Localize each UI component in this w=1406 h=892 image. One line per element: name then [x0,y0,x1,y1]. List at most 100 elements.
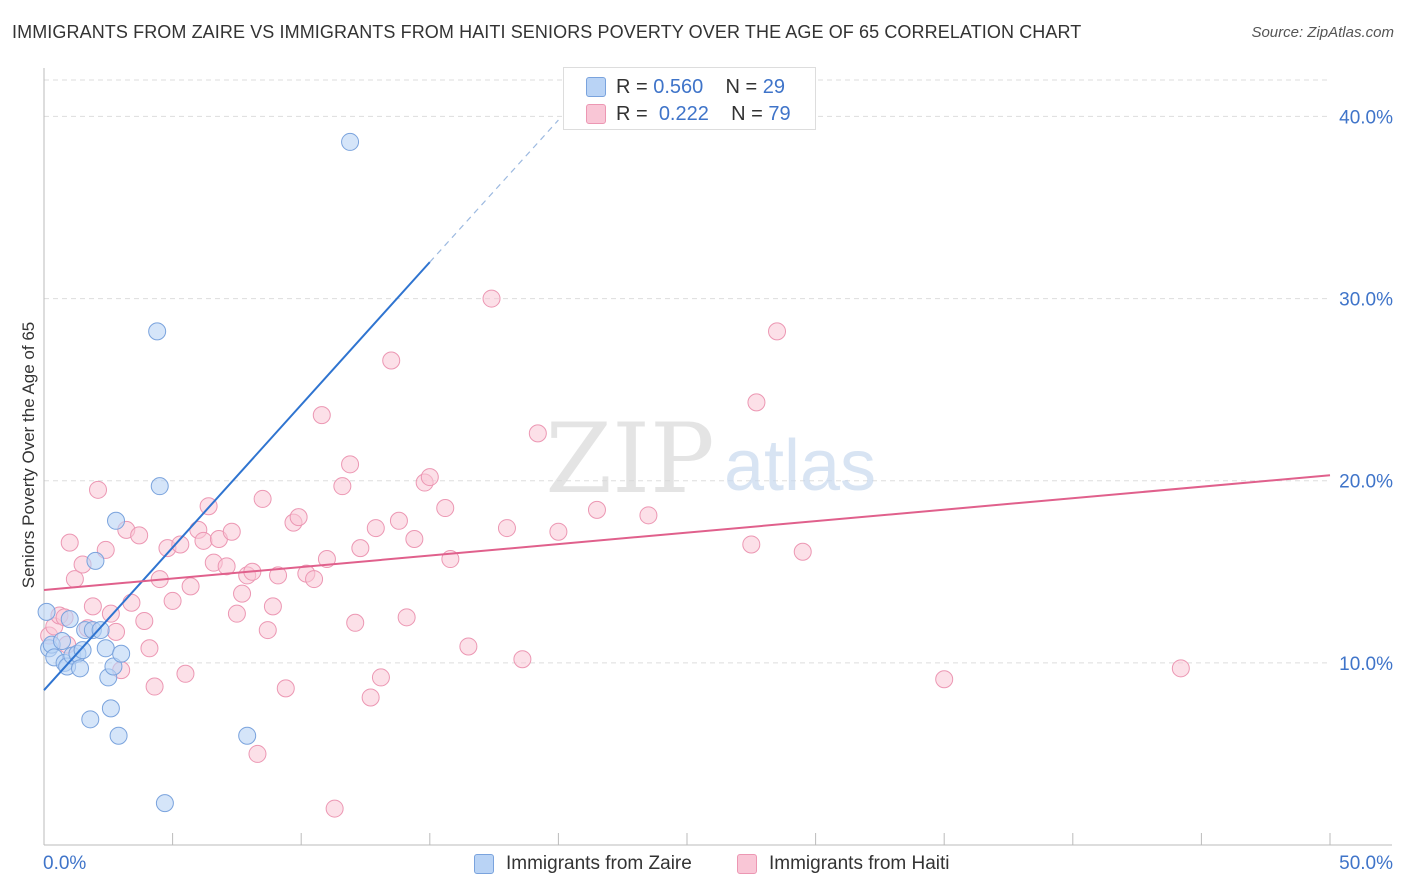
haiti-point [639,506,658,525]
legend-row-haiti: R = 0.222 N = 79 [586,101,791,127]
haiti-point [747,393,766,412]
legend-row-zaire: R = 0.560 N = 29 [586,74,785,100]
haiti-point [382,351,401,370]
zaire-n-value: 29 [762,75,786,98]
source-credit: Source: ZipAtlas.com [1251,24,1394,41]
correlation-legend: R = 0.560 N = 29 R = 0.222 N = 79 [563,67,816,130]
haiti-point [194,531,213,550]
chart-title: IMMIGRANTS FROM ZAIRE VS IMMIGRANTS FROM… [12,22,1082,42]
haiti-point [135,611,154,630]
zaire-point [86,551,105,570]
trend-lines [43,119,1331,691]
haiti-point [397,608,416,627]
haiti-point [325,799,344,818]
haiti-point [263,597,282,616]
haiti-point [163,591,182,610]
haiti-point [312,406,331,425]
haiti-legend-swatch [737,854,757,874]
haiti-point [227,604,246,623]
haiti-point [361,688,380,707]
zaire-point [238,726,257,745]
zaire-point [341,132,360,151]
haiti-point [276,679,295,698]
haiti-point [497,519,516,538]
zaire-point [112,644,131,663]
haiti-point [305,570,324,589]
haiti-point [459,637,478,656]
haiti-swatch [586,104,606,124]
haiti-point [405,530,424,548]
zaire-point [81,710,100,729]
haiti-point [122,593,141,612]
haiti-point [317,550,336,569]
zaire-point [37,602,56,621]
haiti-point [130,526,149,545]
haiti-point [346,613,365,632]
zaire-point [96,639,115,658]
gridlines [44,79,1330,664]
bottom-legend-zaire[interactable]: Immigrants from Zaire [474,852,692,876]
y-axis-label: Seniors Poverty Over the Age of 65 [19,322,38,588]
haiti-point [217,557,236,576]
haiti-point [341,455,360,474]
zaire-legend-swatch [474,854,494,874]
axes [43,68,1392,846]
watermark-atlas: atlas [724,426,876,506]
haiti-point [140,639,159,658]
haiti-point [333,477,352,496]
y-tick-label: 10.0% [1339,654,1393,675]
x-tick-label-min: 0.0% [43,853,86,874]
haiti-r-label: R = [616,102,648,125]
y-tick-label: 30.0% [1339,290,1393,311]
haiti-point [793,542,812,561]
haiti-point [171,535,190,554]
y-tick-label: 20.0% [1339,472,1393,493]
bottom-legend-haiti[interactable]: Immigrants from Haiti [737,852,950,876]
watermark-zip: ZIP [545,403,714,515]
haiti-point [289,508,308,527]
haiti-point [482,289,501,308]
y-tick-label: 40.0% [1339,107,1393,128]
zaire-n-label: N = [725,75,758,98]
x-tick-label-max: 50.0% [1339,853,1393,874]
haiti-point [222,522,241,541]
haiti-point [420,468,439,487]
haiti-legend-label: Immigrants from Haiti [769,853,950,874]
haiti-point [742,535,761,554]
haiti-point [269,566,288,585]
haiti-point [528,424,547,443]
zaire-point [148,322,167,341]
haiti-point [107,622,126,641]
haiti-n-value: 79 [768,102,791,125]
haiti-point [389,511,408,530]
haiti-point [366,519,385,538]
haiti-point [549,522,568,541]
haiti-point [83,597,102,616]
haiti-point [371,668,390,687]
zaire-trend-extension [429,119,559,263]
zaire-point [109,726,128,745]
haiti-point [248,744,267,763]
haiti-r-value: 0.222 [658,102,709,125]
haiti-point [101,604,120,623]
haiti-n-label: N = [731,102,763,125]
zaire-point [71,659,90,678]
haiti-point [587,500,606,519]
zaire-point [60,610,79,629]
haiti-point [233,584,252,603]
zaire-point [155,794,174,813]
haiti-point [176,664,195,683]
zaire-point [150,477,169,496]
haiti-point [60,533,79,552]
haiti-point [436,499,455,518]
haiti-points [40,289,1190,818]
zaire-r-label: R = [616,75,648,98]
haiti-trend-line [43,474,1331,591]
tick-labels: 10.0% 20.0% 30.0% 40.0% 0.0% 50.0% [43,107,1393,874]
zaire-point [107,511,126,530]
zaire-point [101,699,120,718]
haiti-point [96,540,115,559]
haiti-point [258,621,277,640]
haiti-point [181,577,200,596]
